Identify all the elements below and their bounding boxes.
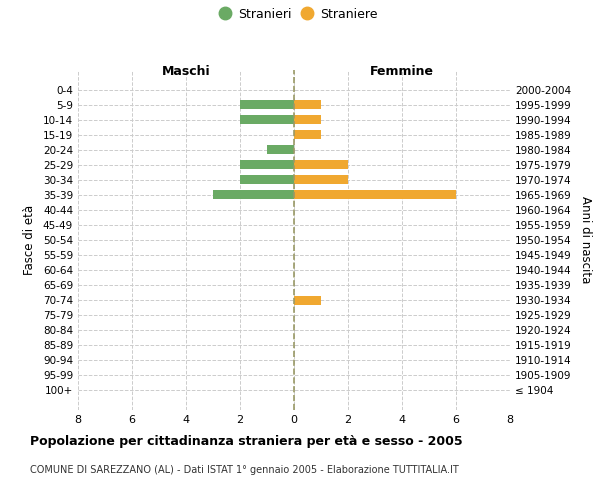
Text: Femmine: Femmine (370, 65, 434, 78)
Bar (294, 130, 321, 140)
Bar (240, 160, 294, 170)
Bar (294, 296, 321, 304)
Bar (240, 100, 294, 110)
Text: Maschi: Maschi (161, 65, 211, 78)
Text: Popolazione per cittadinanza straniera per età e sesso - 2005: Popolazione per cittadinanza straniera p… (30, 435, 463, 448)
Legend: Stranieri, Straniere: Stranieri, Straniere (216, 1, 384, 26)
Y-axis label: Anni di nascita: Anni di nascita (578, 196, 592, 284)
Bar (294, 100, 321, 110)
Y-axis label: Fasce di età: Fasce di età (23, 205, 36, 275)
Bar (240, 116, 294, 124)
Bar (240, 176, 294, 184)
Bar (294, 176, 348, 184)
Bar (294, 190, 456, 200)
Text: COMUNE DI SAREZZANO (AL) - Dati ISTAT 1° gennaio 2005 - Elaborazione TUTTITALIA.: COMUNE DI SAREZZANO (AL) - Dati ISTAT 1°… (30, 465, 459, 475)
Bar (294, 160, 348, 170)
Bar (267, 146, 294, 154)
Bar (294, 116, 321, 124)
Bar (213, 190, 294, 200)
